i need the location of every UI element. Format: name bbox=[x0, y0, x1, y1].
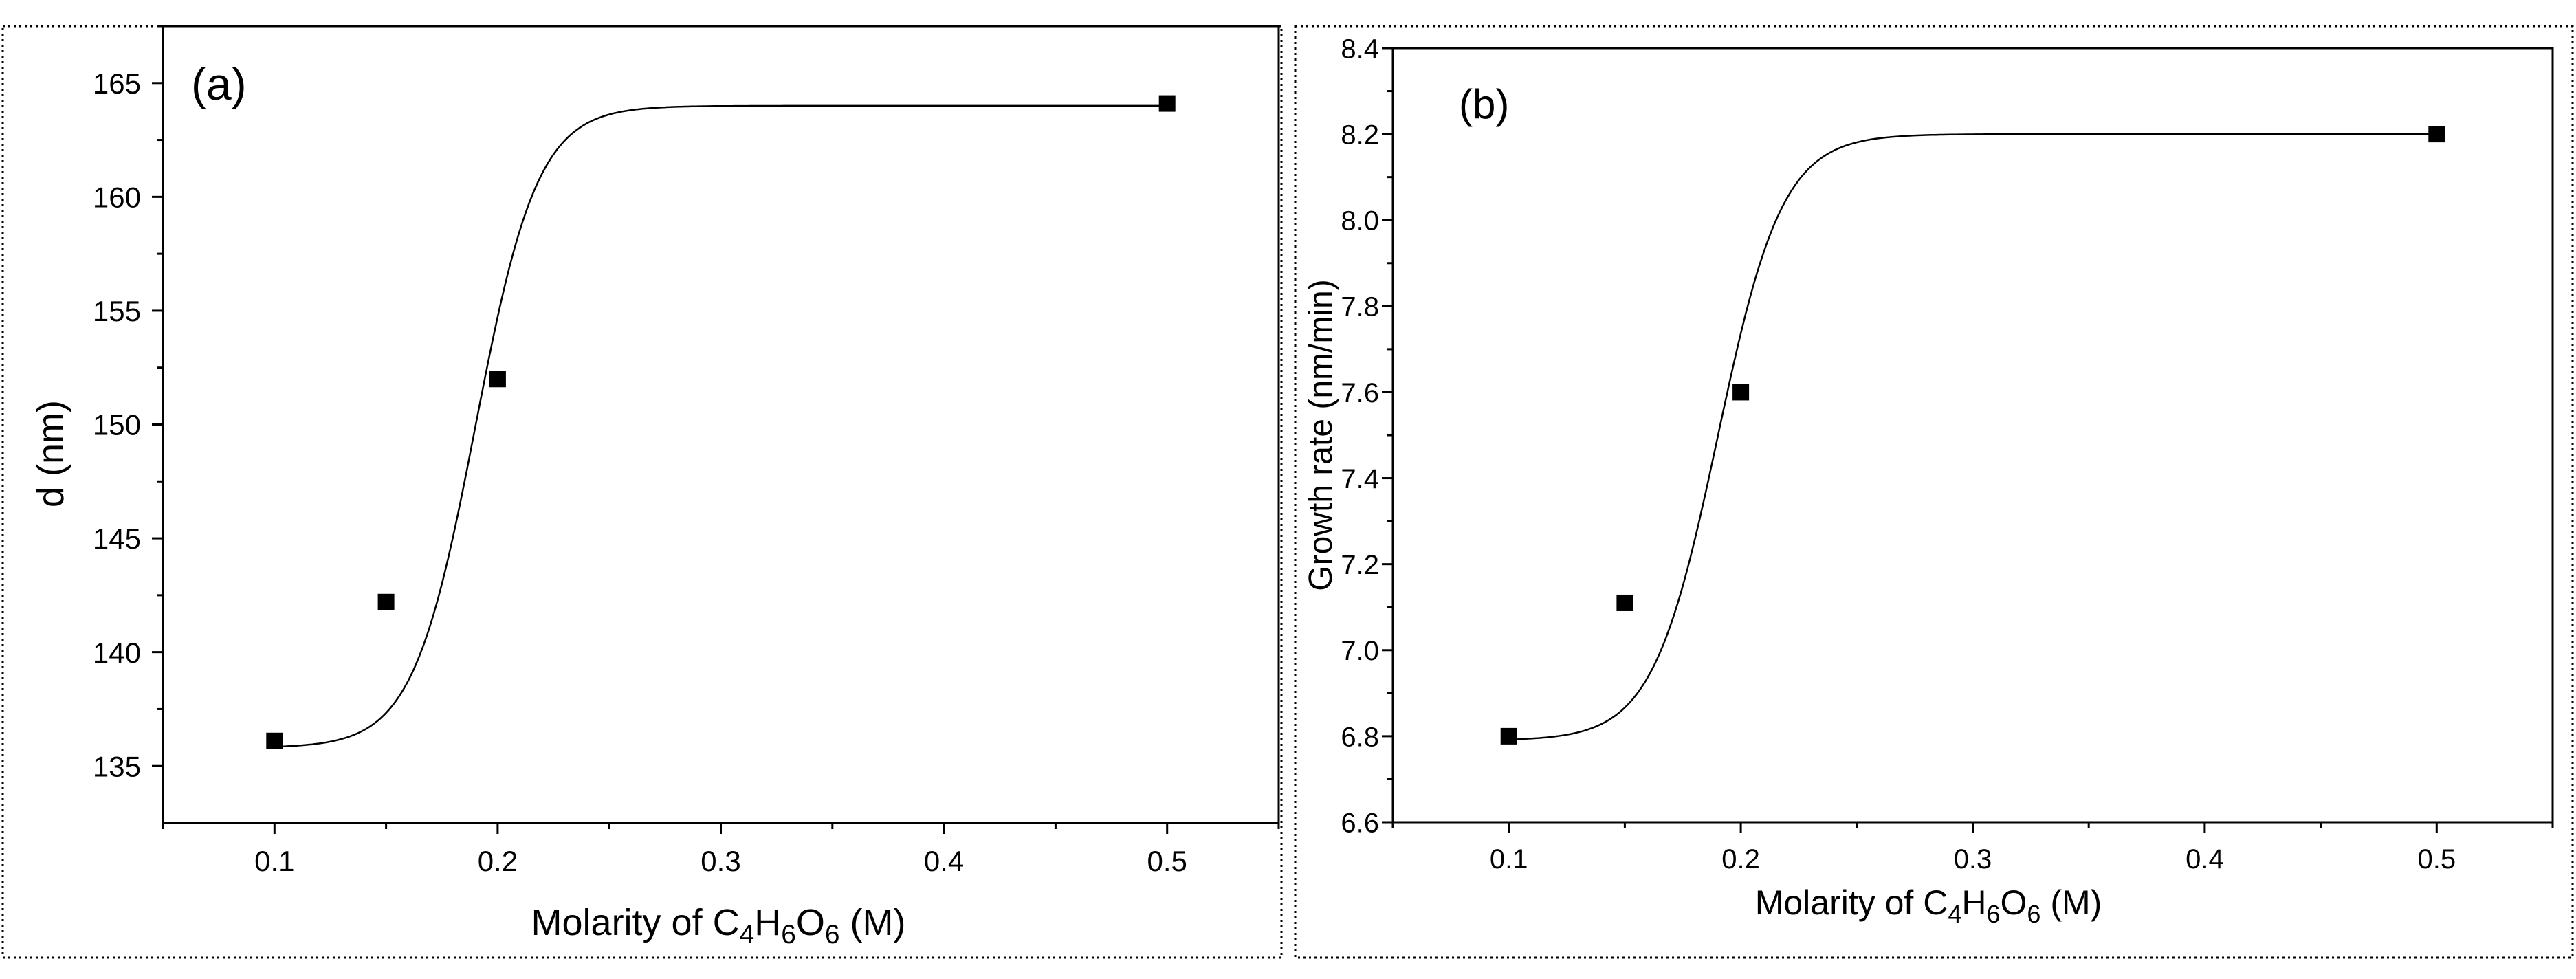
panel-a-frame bbox=[1, 25, 1283, 959]
x-axis-ticks-b: 0.1 0.2 0.3 0.4 0.5 bbox=[1391, 822, 2554, 874]
x-label-subscript: 6 bbox=[825, 920, 840, 949]
chart-panel-a: 0.1 0.2 0.3 0.4 0.5 135 140 145 150 155 160 165 (a… bbox=[30, 25, 1280, 949]
panel-b-frame bbox=[1294, 25, 2574, 959]
x-label-subscript: 6 bbox=[1986, 900, 2000, 928]
x-tick-label: 0.5 bbox=[1147, 845, 1187, 877]
data-points-b bbox=[1500, 126, 2445, 745]
x-label-text: (M) bbox=[840, 902, 906, 943]
x-label-subscript: 6 bbox=[2027, 900, 2040, 928]
y-tick-label: 145 bbox=[93, 522, 141, 555]
y-tick-label: 155 bbox=[93, 295, 141, 327]
y-tick-label: 7.0 bbox=[1341, 636, 1379, 666]
x-label-subscript: 4 bbox=[740, 920, 755, 949]
y-tick-label: 140 bbox=[93, 637, 141, 669]
x-label-subscript: 6 bbox=[781, 920, 796, 949]
y-tick-label: 7.4 bbox=[1341, 464, 1379, 494]
data-point bbox=[1500, 727, 1517, 745]
x-axis-label-a: Molarity of C4H6O6 (M) bbox=[531, 902, 906, 949]
x-tick-label: 0.1 bbox=[254, 845, 294, 877]
fit-curve-b bbox=[1508, 133, 2437, 740]
x-tick-label: 0.4 bbox=[924, 845, 964, 877]
y-tick-label: 7.2 bbox=[1341, 550, 1379, 580]
x-label-text: H bbox=[754, 902, 781, 943]
x-tick-label: 0.5 bbox=[2417, 844, 2456, 874]
panel-label-b: (b) bbox=[1459, 81, 1509, 127]
x-label-subscript: 4 bbox=[1948, 900, 1961, 928]
y-tick-label: 135 bbox=[93, 750, 141, 782]
y-tick-label: 165 bbox=[93, 67, 141, 100]
x-label-text: O bbox=[2001, 883, 2027, 922]
chart-panel-b: 0.1 0.2 0.3 0.4 0.5 6.6 6.8 7.0 7.2 7.4 7.6 7.8 8.0… bbox=[1303, 34, 2554, 928]
y-tick-label: 7.6 bbox=[1341, 378, 1379, 408]
y-tick-label: 6.6 bbox=[1341, 808, 1379, 838]
y-tick-label: 8.4 bbox=[1341, 34, 1379, 64]
y-axis-label-a: d (nm) bbox=[30, 400, 71, 507]
y-axis-ticks-b: 6.6 6.8 7.0 7.2 7.4 7.6 7.8 8.0 8.2 8.4 bbox=[1341, 34, 1393, 838]
y-tick-label: 7.8 bbox=[1341, 292, 1379, 322]
y-tick-label: 8.2 bbox=[1341, 120, 1379, 151]
x-tick-label: 0.4 bbox=[2186, 844, 2224, 874]
x-axis-label-b: Molarity of C4H6O6 (M) bbox=[1755, 883, 2102, 928]
data-point bbox=[1158, 95, 1176, 112]
x-label-text: O bbox=[796, 902, 825, 943]
fit-curve-a bbox=[274, 104, 1167, 748]
x-label-text: Molarity of C bbox=[1755, 883, 1948, 922]
data-point bbox=[1616, 594, 1633, 611]
y-axis-ticks-a: 135 140 145 150 155 160 165 bbox=[93, 25, 163, 782]
y-tick-label: 160 bbox=[93, 181, 141, 213]
x-tick-label: 0.3 bbox=[1954, 844, 1992, 874]
y-tick-label: 8.0 bbox=[1341, 206, 1379, 236]
panel-label-a: (a) bbox=[191, 58, 247, 109]
data-point bbox=[377, 593, 395, 610]
data-points-a bbox=[266, 95, 1176, 749]
x-tick-label: 0.3 bbox=[701, 845, 740, 877]
data-point bbox=[2428, 126, 2445, 143]
x-label-text: Molarity of C bbox=[531, 902, 740, 943]
data-point bbox=[1732, 384, 1750, 401]
data-point bbox=[489, 371, 506, 388]
x-label-text: H bbox=[1961, 883, 1986, 922]
x-axis-ticks-a: 0.1 0.2 0.3 0.4 0.5 bbox=[162, 823, 1280, 877]
x-label-text: (M) bbox=[2040, 883, 2102, 922]
plot-area-a bbox=[162, 25, 1280, 824]
plot-area-b bbox=[1391, 47, 2554, 824]
y-axis-label-b: Growth rate (nm/min) bbox=[1303, 279, 1339, 591]
y-tick-label: 150 bbox=[93, 409, 141, 441]
y-tick-label: 6.8 bbox=[1341, 722, 1379, 752]
data-point bbox=[266, 732, 283, 749]
x-tick-label: 0.1 bbox=[1490, 844, 1528, 874]
x-tick-label: 0.2 bbox=[478, 845, 518, 877]
x-tick-label: 0.2 bbox=[1721, 844, 1760, 874]
